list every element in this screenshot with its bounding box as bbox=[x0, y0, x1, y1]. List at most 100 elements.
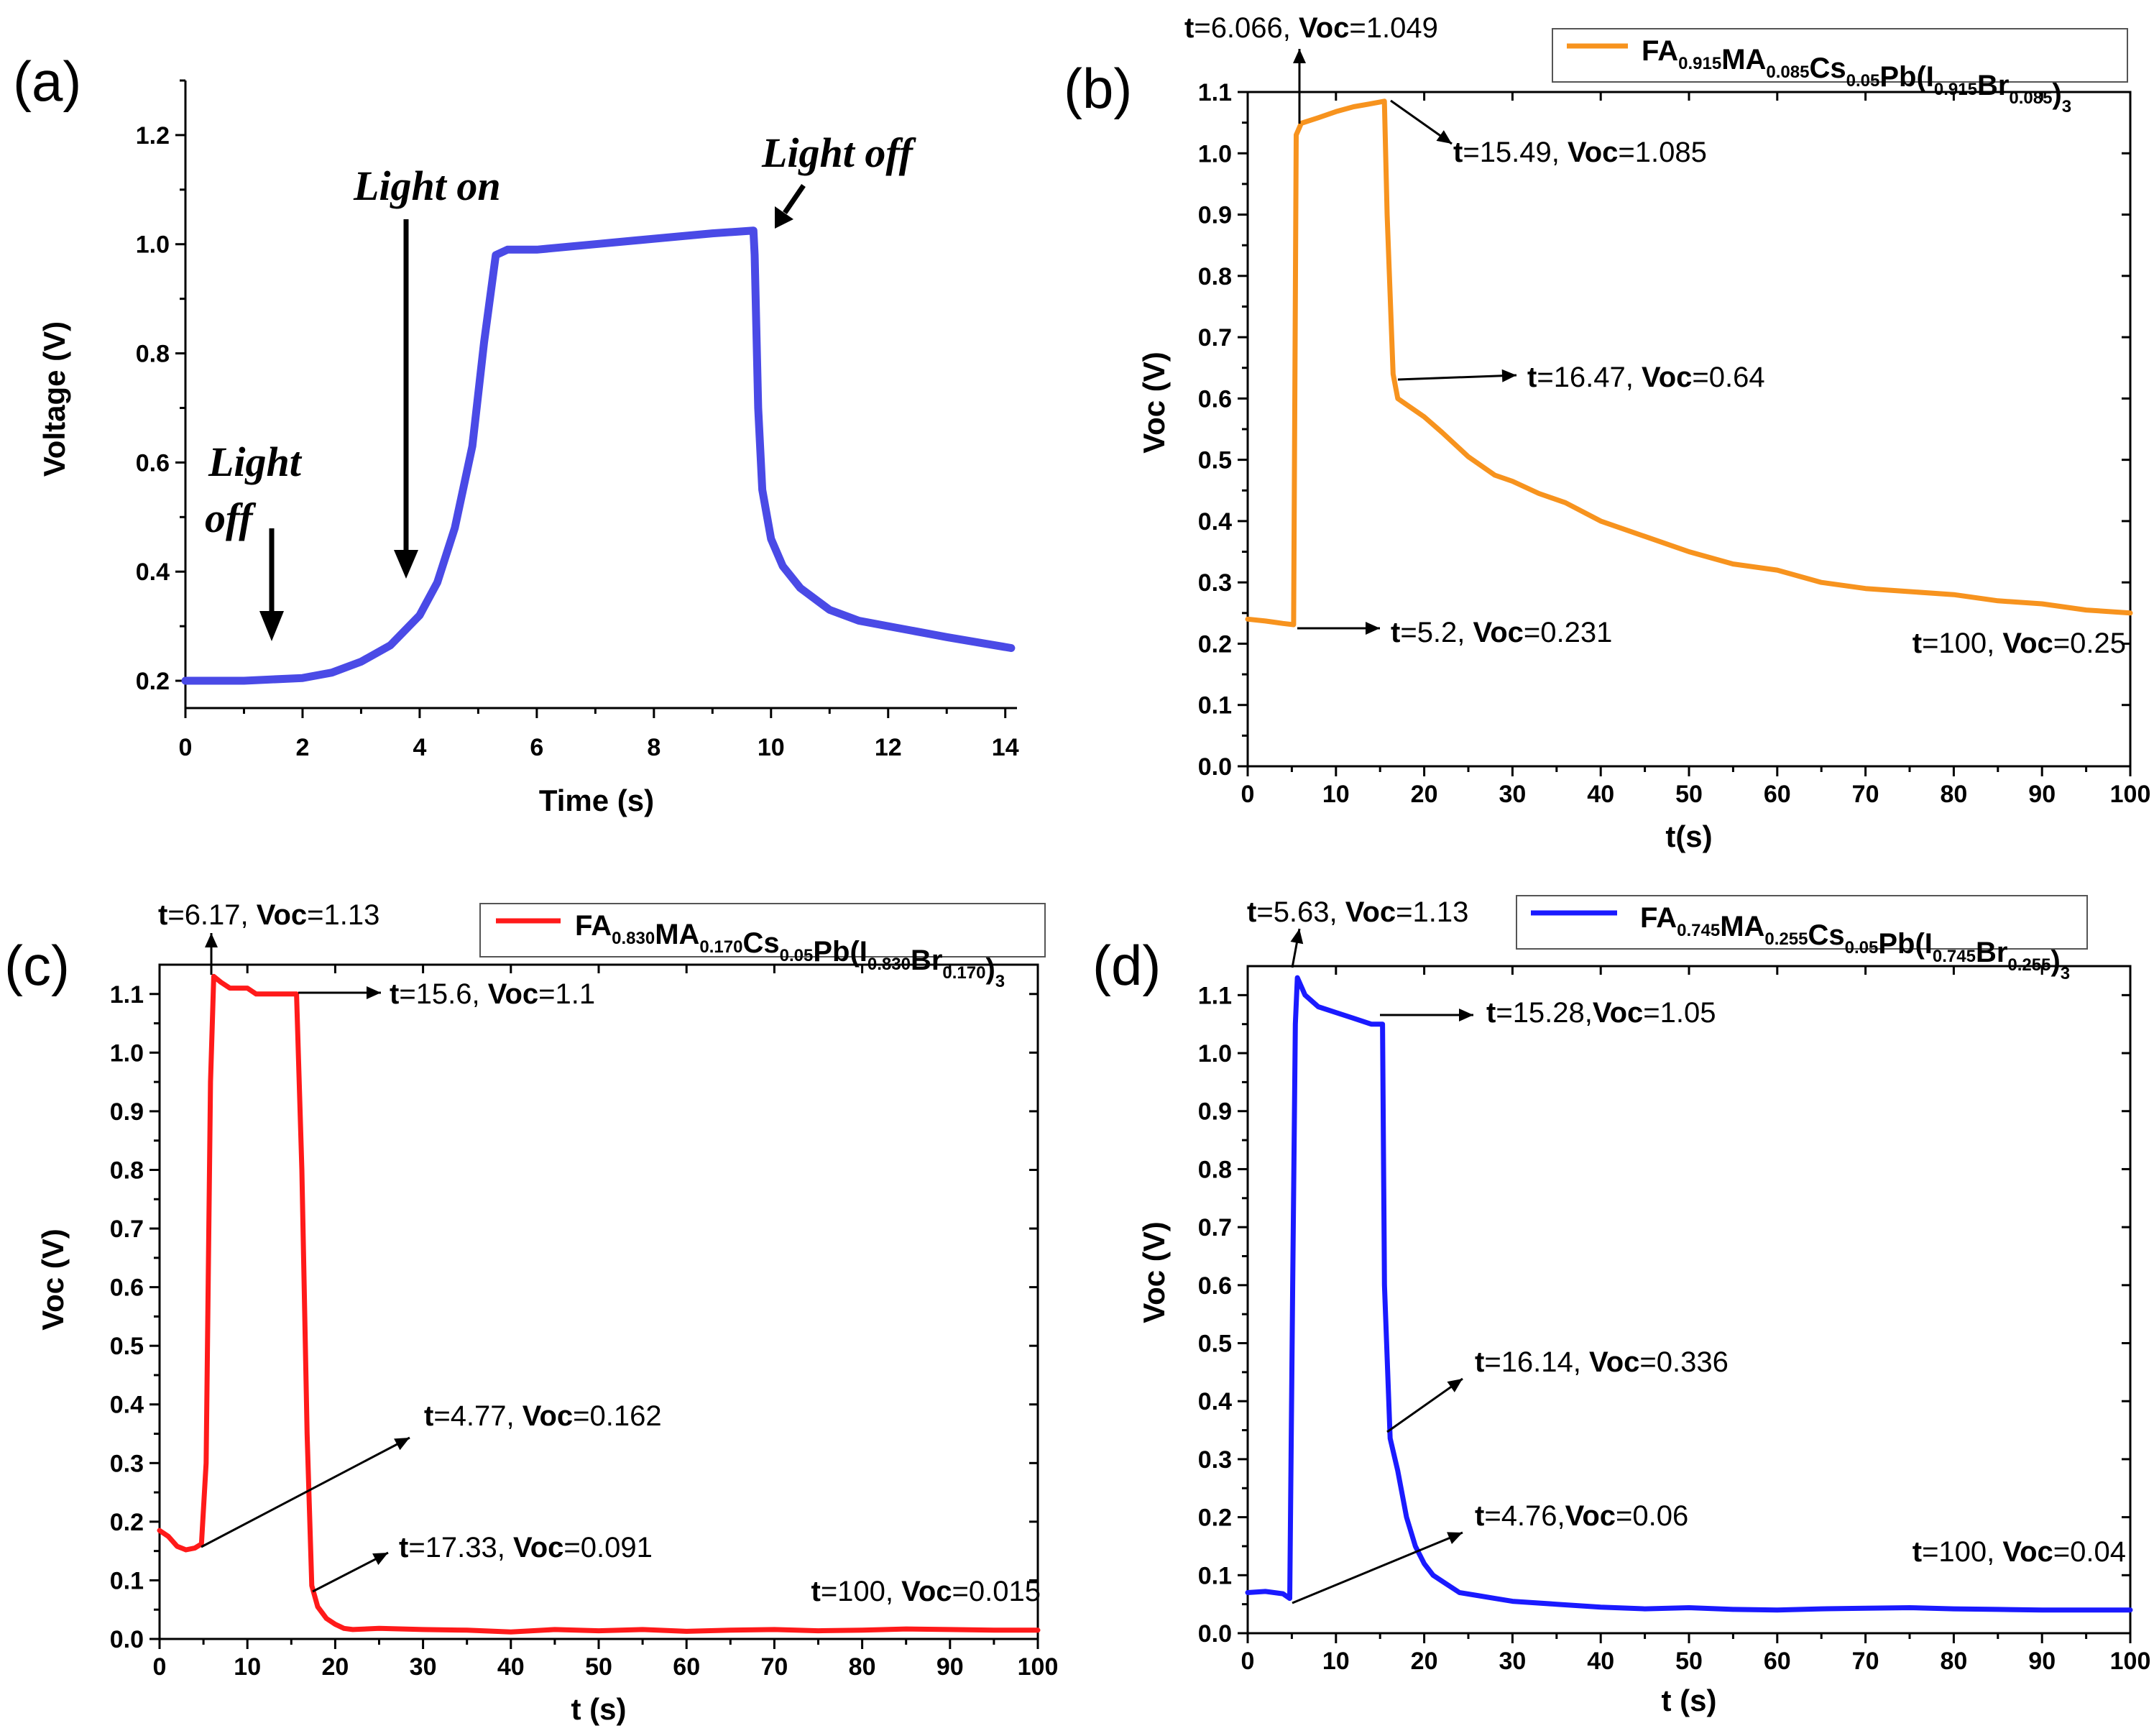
panel-d-x-tick-label: 50 bbox=[1675, 1648, 1703, 1675]
legend-main-part: Cs bbox=[1809, 52, 1846, 84]
legend-subscript: 3 bbox=[995, 972, 1005, 991]
panel-a-y-tick-label: 0.8 bbox=[136, 341, 170, 368]
legend-main-part: ) bbox=[2052, 78, 2061, 110]
panel-b-x-tick-label: 100 bbox=[2110, 781, 2151, 808]
legend-subscript: 0.085 bbox=[1766, 63, 1809, 82]
panel-d-y-tick-label: 1.1 bbox=[1198, 982, 1232, 1009]
panel-c-x-tick-label: 70 bbox=[760, 1653, 788, 1681]
panel-c-x-tick-label: 0 bbox=[153, 1653, 167, 1681]
legend-main-part: FA bbox=[1642, 35, 1678, 67]
panel-c-legend: FA0.830MA0.170Cs0.05Pb(I0.830Br0.170)3 bbox=[479, 903, 1046, 991]
panel-a-voltage-line bbox=[181, 226, 1016, 685]
legend-subscript: 0.255 bbox=[2007, 955, 2051, 975]
panel-a-x-tick-label: 2 bbox=[295, 734, 309, 761]
panel-c-x-tick-label: 50 bbox=[585, 1653, 612, 1681]
panel-d-arrow-drop bbox=[1386, 1377, 1463, 1433]
panel-b-x-tick-label: 90 bbox=[2028, 781, 2056, 808]
panel-label-c: (c) bbox=[4, 934, 70, 997]
legend-main-part: Br bbox=[1977, 70, 2009, 101]
panel-b-annotation-drop: t=16.47, Voc=0.64 bbox=[1527, 362, 1765, 393]
panel-b-x-label: t(s) bbox=[1665, 819, 1712, 853]
panel-c-annotation-plateau-end: t=15.6, Voc=1.1 bbox=[390, 978, 595, 1010]
panel-b-x-tick-label: 50 bbox=[1675, 781, 1703, 808]
panel-b-y-tick-label: 0.2 bbox=[1198, 630, 1232, 658]
panel-b-y-tick-label: 0.3 bbox=[1198, 569, 1232, 597]
legend-subscript: 3 bbox=[2061, 964, 2070, 983]
panel-d-annotation-end: t=100, Voc=0.04 bbox=[1913, 1536, 2126, 1568]
legend-main-part: Pb(I bbox=[1879, 61, 1934, 93]
panel-d-y-tick-label: 0.2 bbox=[1198, 1505, 1232, 1532]
panel-d-y-tick-label: 1.0 bbox=[1198, 1040, 1232, 1067]
legend-main-part: FA bbox=[1640, 902, 1677, 934]
panel-c-annotation-peak: t=6.17, Voc=1.13 bbox=[158, 899, 379, 931]
legend-subscript: 0.745 bbox=[1933, 947, 1976, 966]
panel-a-x-tick-label: 0 bbox=[179, 734, 193, 761]
panel-b-y-tick-label: 1.0 bbox=[1198, 140, 1232, 167]
light-off-right-arrow bbox=[783, 184, 806, 214]
legend-subscript: 0.255 bbox=[1764, 929, 1808, 949]
panel-b-annotation-start: t=5.2, Voc=0.231 bbox=[1391, 617, 1612, 648]
panel-b-arrow-peak-head bbox=[1293, 49, 1306, 63]
panel-d-x-tick-label: 80 bbox=[1940, 1648, 1967, 1675]
legend-subscript: 0.745 bbox=[1677, 921, 1720, 940]
panel-d-y-label: Voc (V) bbox=[1137, 1221, 1171, 1323]
panel-label-b: (b) bbox=[1064, 57, 1132, 120]
panel-d-legend-label: FA0.745MA0.255Cs0.05Pb(I0.745Br0.255)3 bbox=[1640, 902, 2070, 983]
panel-c-legend-box bbox=[479, 903, 1046, 957]
panel-a-y-tick-label: 0.6 bbox=[136, 449, 170, 477]
legend-main-part: ) bbox=[2051, 945, 2060, 977]
panel-d-x-tick-label: 30 bbox=[1499, 1648, 1526, 1675]
panel-b-x-tick-label: 80 bbox=[1940, 781, 1967, 808]
panel-c-annotation-end: t=100, Voc=0.015 bbox=[811, 1576, 1041, 1607]
panel-b-x-tick-label: 60 bbox=[1764, 781, 1791, 808]
legend-subscript: 0.915 bbox=[1678, 54, 1721, 73]
panel-b-y-tick-label: 1.1 bbox=[1198, 79, 1232, 106]
panel-b-y-tick-label: 0.4 bbox=[1198, 508, 1232, 536]
legend-subscript: 3 bbox=[2062, 97, 2071, 116]
panel-c-y-tick-label: 1.0 bbox=[110, 1039, 144, 1067]
panel-d-y-tick-label: 0.0 bbox=[1198, 1620, 1232, 1648]
panel-c-x-tick-label: 40 bbox=[497, 1653, 525, 1681]
panel-b-y-tick-label: 0.7 bbox=[1198, 324, 1232, 352]
panel-b-arrow-start-head bbox=[1366, 622, 1380, 635]
panel-b-chart: 0 10 20 30 40 50 60 70 80 90 100 0.0 0.1 0.2 0.3 0.4 0.5… bbox=[1137, 12, 2150, 853]
panel-c-y-tick-label: 0.3 bbox=[110, 1450, 144, 1477]
panel-d-y-tick-label: 0.1 bbox=[1198, 1562, 1232, 1589]
panel-b-legend-box bbox=[1552, 28, 2128, 83]
legend-main-part: Pb(I bbox=[813, 936, 867, 968]
panel-c-x-tick-label: 100 bbox=[1018, 1653, 1059, 1681]
panel-c-arrow-peak-head bbox=[205, 933, 218, 947]
annotation-light-off-left-2: off bbox=[205, 495, 257, 541]
panel-d-x-tick-label: 10 bbox=[1322, 1648, 1350, 1675]
panel-c-arrow-start-head bbox=[394, 1438, 410, 1451]
panel-c-y-tick-label: 0.1 bbox=[110, 1567, 144, 1594]
panel-b-arrow-plateau-end-head bbox=[1436, 130, 1452, 144]
panel-b-y-tick-label: 0.5 bbox=[1198, 447, 1232, 474]
panel-d-legend-box bbox=[1516, 895, 2088, 950]
legend-main-part: Pb(I bbox=[1878, 928, 1933, 960]
panel-c-x-tick-label: 10 bbox=[234, 1653, 261, 1681]
panel-b-y-tick-label: 0.0 bbox=[1198, 753, 1232, 781]
panel-a-y-label: Voltage (V) bbox=[37, 321, 71, 477]
panel-d-annotation-start: t=4.76,Voc=0.06 bbox=[1475, 1500, 1688, 1532]
panel-label-a: (a) bbox=[13, 50, 81, 113]
light-on-arrowhead bbox=[394, 550, 418, 579]
panel-b-x-tick-label: 10 bbox=[1322, 781, 1350, 808]
panel-a-y-tick-label: 0.2 bbox=[136, 668, 170, 695]
panel-b-x-tick-label: 40 bbox=[1587, 781, 1614, 808]
panel-c-x-tick-label: 90 bbox=[936, 1653, 964, 1681]
panel-b-x-tick-label: 70 bbox=[1852, 781, 1879, 808]
panel-c-y-tick-label: 0.0 bbox=[110, 1626, 144, 1653]
panel-b-y-label: Voc (V) bbox=[1137, 352, 1171, 454]
panel-a-x-label: Time (s) bbox=[539, 784, 654, 817]
panel-d-arrow-plateau-end-head bbox=[1459, 1009, 1473, 1021]
panel-a-y-tick-label: 1.0 bbox=[136, 231, 170, 259]
panel-a-y-tick-label: 1.2 bbox=[136, 122, 170, 150]
panel-a-x-tick-label: 6 bbox=[530, 734, 543, 761]
panel-c-x-label: t (s) bbox=[571, 1692, 627, 1726]
panel-d-x-tick-label: 20 bbox=[1411, 1648, 1438, 1675]
legend-main-part: MA bbox=[1720, 911, 1764, 942]
panel-b-annotation-end: t=100, Voc=0.25 bbox=[1913, 628, 2126, 659]
legend-subscript: 0.170 bbox=[699, 937, 742, 957]
